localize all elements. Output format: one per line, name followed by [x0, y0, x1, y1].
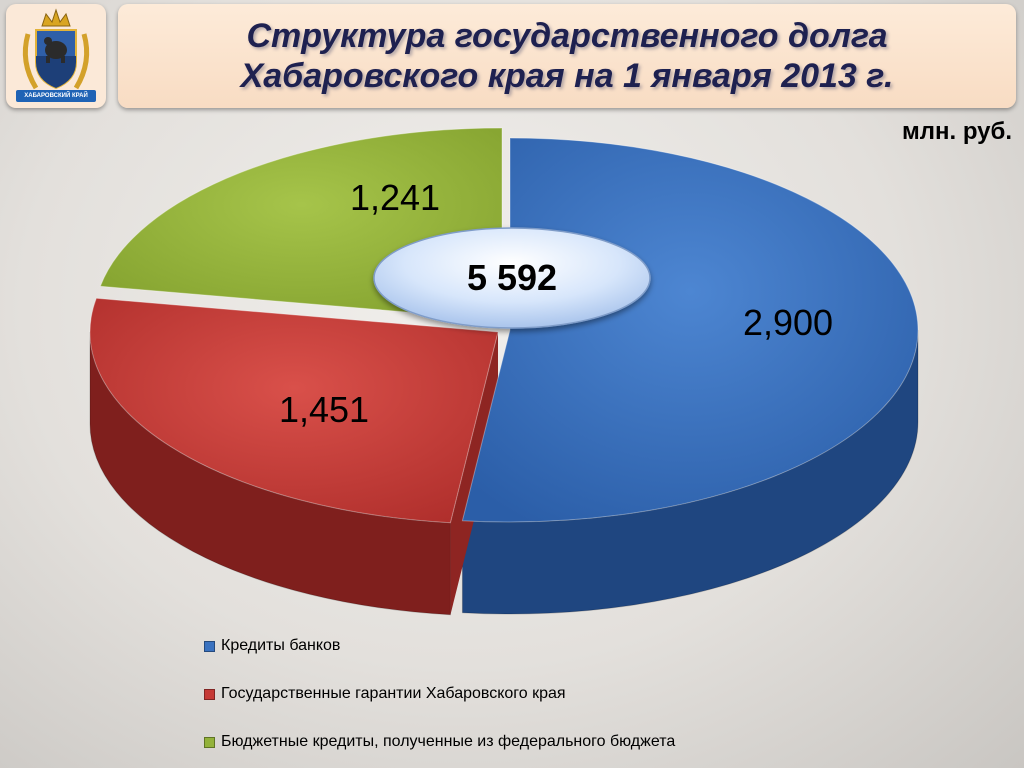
- pie-slice-label: 2,900: [743, 302, 833, 343]
- coat-of-arms-icon: [16, 8, 96, 102]
- total-value-label: 5 592: [467, 257, 557, 298]
- chart-title-line-1: Структура государственного долга: [246, 17, 888, 55]
- logo-caption: ХАБАРОВСКИЙ КРАЙ: [24, 93, 88, 99]
- legend-swatch-icon: [204, 640, 215, 652]
- legend-item: Кредиты банков: [204, 622, 675, 670]
- legend-swatch-icon: [204, 688, 215, 700]
- legend-item: Государственные гарантии Хабаровского кр…: [204, 670, 675, 718]
- pie-slice-label: 1,241: [350, 177, 440, 218]
- chart-title-line-2: Хабаровского края на 1 января 2013 г.: [240, 57, 894, 95]
- unit-label: млн. руб.: [901, 118, 1012, 145]
- legend-swatch-icon: [204, 736, 215, 748]
- legend-label: Кредиты банков: [221, 637, 341, 654]
- pie-slice: [89, 297, 499, 524]
- chart-legend: Кредиты банков Государственные гарантии …: [204, 622, 675, 766]
- legend-label: Бюджетные кредиты, полученные из федерал…: [221, 733, 676, 750]
- pie-slice-face: [450, 332, 498, 615]
- coat-of-arms-logo: ХАБАРОВСКИЙ КРАЙ: [6, 4, 106, 108]
- pie-chart: 2,900 1,451 1,241 5 592: [89, 127, 919, 616]
- legend-label: Государственные гарантии Хабаровского кр…: [221, 685, 566, 702]
- pie-slice-side: [89, 331, 451, 616]
- pie-slice-label: 1,451: [279, 389, 369, 430]
- legend-item: Бюджетные кредиты, полученные из федерал…: [204, 718, 675, 766]
- total-badge: 5 592: [373, 227, 651, 329]
- title-banner: Структура государственного долга Хабаров…: [118, 4, 1016, 108]
